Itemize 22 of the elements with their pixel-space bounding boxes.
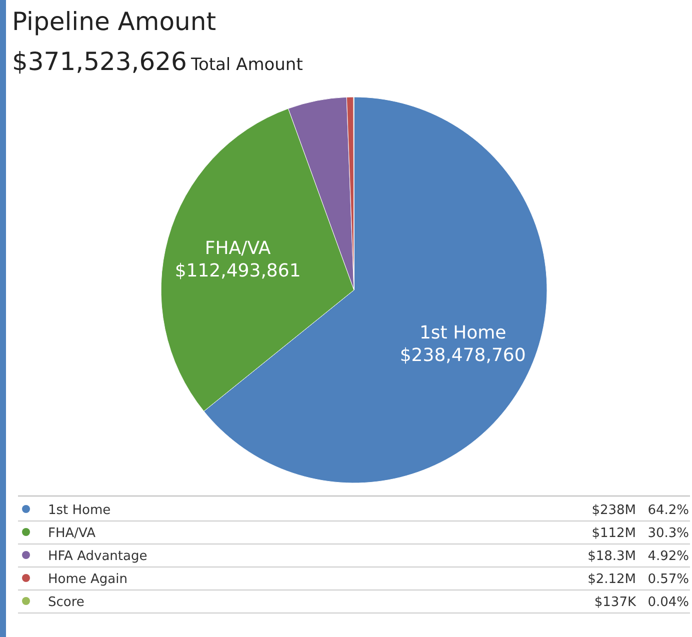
chart-subtitle: $371,523,626 (12, 47, 187, 76)
legend-label: Home Again (48, 572, 128, 587)
slice-label: 1st Home (419, 322, 506, 344)
text: $2.12M (588, 572, 636, 587)
text: 30.3% (648, 526, 689, 541)
legend-label: 1st Home (48, 503, 111, 518)
text: $137K (594, 595, 636, 610)
text: 64.2% (648, 503, 689, 518)
legend-label: FHA/VA (48, 526, 96, 541)
text: $18.3M (588, 549, 636, 564)
text: 0.04% (648, 595, 689, 610)
chart-title: Pipeline Amount (12, 7, 216, 36)
text: 4.92% (648, 549, 689, 564)
data-label: $112,493,861 (174, 260, 301, 282)
text: $238M (592, 503, 636, 518)
legend-label: Score (48, 595, 84, 610)
text: Total Amount (190, 55, 304, 75)
text: $112M (592, 526, 636, 541)
data-label: $238,478,760 (400, 344, 526, 366)
slice-label: FHA/VA (204, 238, 272, 260)
legend-label: HFA Advantage (48, 549, 148, 564)
text: 0.57% (648, 572, 689, 587)
